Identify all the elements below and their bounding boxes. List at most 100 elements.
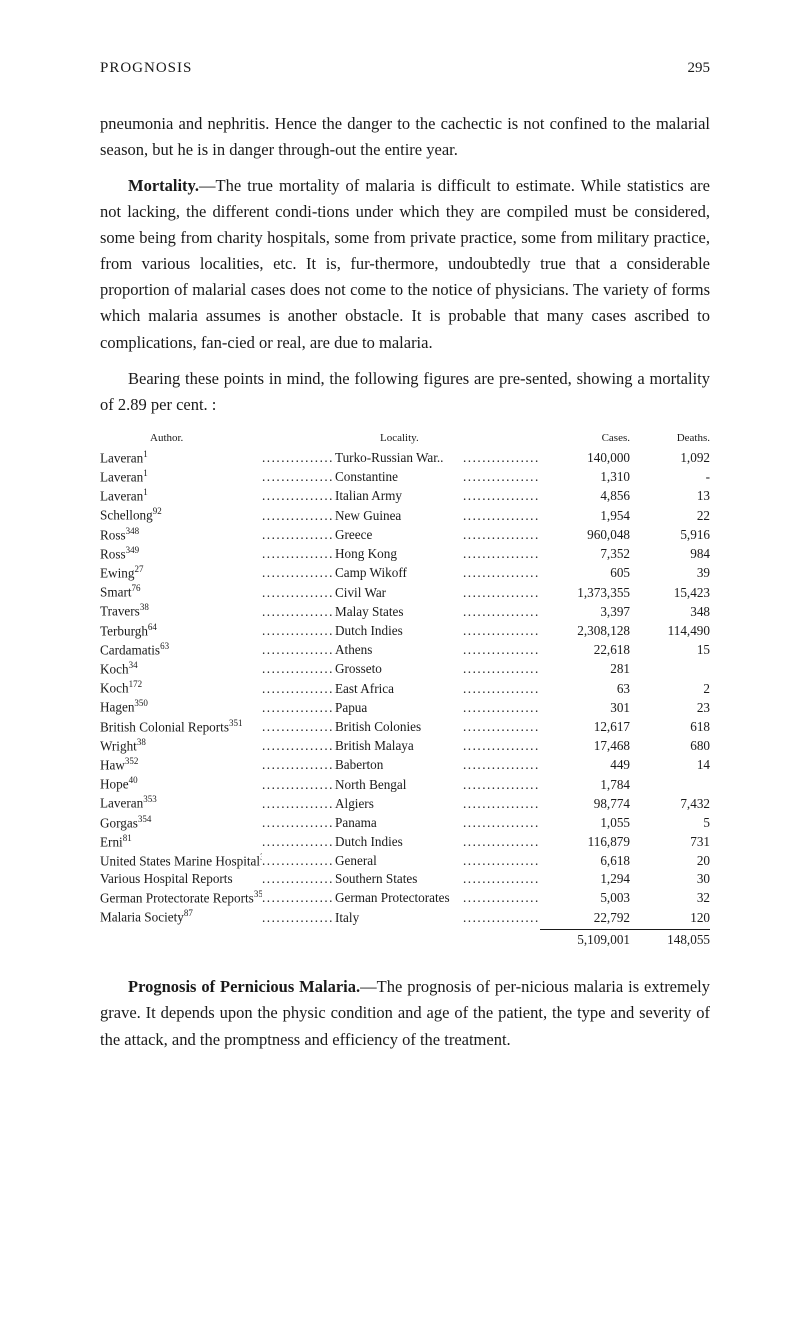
leader-dots: ..............................: [463, 756, 540, 774]
leader-dots: ..............................: [463, 833, 540, 851]
table-row: Ross349..............................Hon…: [100, 544, 710, 563]
cell-locality: Athens: [335, 641, 463, 659]
cell-deaths: 23: [630, 699, 710, 717]
leader-dots: ..............................: [463, 449, 540, 467]
cell-deaths: 984: [630, 545, 710, 563]
cell-cases: 1,294: [540, 870, 630, 888]
table-row: Travers38..............................M…: [100, 601, 710, 620]
table-row: Cardamatis63............................…: [100, 640, 710, 659]
cell-deaths: 22: [630, 507, 710, 525]
leader-dots: ..............................: [262, 680, 335, 698]
cell-locality: Greece: [335, 526, 463, 544]
cell-locality: Dutch Indies: [335, 622, 463, 640]
leader-dots: ..............................: [262, 756, 335, 774]
leader-dots: ..............................: [262, 814, 335, 832]
cell-author: Ross348: [100, 525, 262, 544]
superscript-ref: 353: [143, 794, 157, 804]
mortality-heading: Mortality.: [128, 176, 199, 195]
paragraph-2-body: —The true mortality of malaria is diffic…: [100, 176, 710, 351]
table-row: Smart76..............................Civ…: [100, 582, 710, 601]
leader-dots: ..............................: [463, 545, 540, 563]
superscript-ref: 63: [160, 641, 169, 651]
leader-dots: ..............................: [463, 584, 540, 602]
superscript-ref: 40: [129, 775, 138, 785]
superscript-ref: 356: [254, 889, 262, 899]
superscript-ref: 38: [140, 602, 149, 612]
leader-dots: ..............................: [463, 852, 540, 870]
cell-cases: 1,784: [540, 776, 630, 794]
cell-deaths: 348: [630, 603, 710, 621]
cell-author: Smart76: [100, 582, 262, 601]
cell-locality: Hong Kong: [335, 545, 463, 563]
cell-deaths: 120: [630, 909, 710, 927]
table-row: Haw352..............................Babe…: [100, 755, 710, 774]
cell-author: Schellong92: [100, 505, 262, 524]
cell-deaths: 14: [630, 756, 710, 774]
cell-locality: East Africa: [335, 680, 463, 698]
leader-dots: ..............................: [463, 526, 540, 544]
th-locality: Locality.: [335, 432, 540, 444]
leader-dots: ..............................: [262, 889, 335, 907]
cell-author: Hagen350: [100, 697, 262, 716]
cell-cases: 1,954: [540, 507, 630, 525]
cell-author: Erni81: [100, 832, 262, 851]
cell-author: Wright38: [100, 736, 262, 755]
cell-locality: British Colonies: [335, 718, 463, 736]
cell-locality: British Malaya: [335, 737, 463, 755]
cell-cases: 1,055: [540, 814, 630, 832]
cell-deaths: 30: [630, 870, 710, 888]
leader-dots: ..............................: [463, 468, 540, 486]
leader-dots: ..............................: [262, 852, 335, 870]
cell-deaths: 114,490: [630, 622, 710, 640]
cell-deaths: 680: [630, 737, 710, 755]
superscript-ref: 172: [129, 679, 143, 689]
cell-cases: 1,310: [540, 468, 630, 486]
leader-dots: ..............................: [463, 718, 540, 736]
total-deaths: 148,055: [630, 929, 710, 948]
leader-dots: ..............................: [262, 737, 335, 755]
table-header-row: Author. Locality. Cases. Deaths.: [100, 432, 710, 444]
cell-cases: 140,000: [540, 449, 630, 467]
table-row: Laveran1..............................Tu…: [100, 448, 710, 467]
table-row: Schellong92.............................…: [100, 505, 710, 524]
leader-dots: ..............................: [262, 833, 335, 851]
table-row: United States Marine Hospital355........…: [100, 851, 710, 870]
cell-deaths: 15: [630, 641, 710, 659]
leader-dots: ..............................: [463, 680, 540, 698]
table-row: Koch172..............................Eas…: [100, 678, 710, 697]
leader-dots: ..............................: [262, 795, 335, 813]
cell-deaths: 32: [630, 889, 710, 907]
section-title: PROGNOSIS: [100, 60, 192, 77]
leader-dots: ..............................: [463, 507, 540, 525]
paragraph-4: Prognosis of Pernicious Malaria.—The pro…: [100, 974, 710, 1052]
cell-author: Koch172: [100, 678, 262, 697]
superscript-ref: 348: [126, 526, 140, 536]
cell-cases: 6,618: [540, 852, 630, 870]
cell-locality: General: [335, 852, 463, 870]
th-cases: Cases.: [540, 432, 630, 444]
cell-deaths: 13: [630, 487, 710, 505]
cell-locality: Constantine: [335, 468, 463, 486]
cell-deaths: 5,916: [630, 526, 710, 544]
leader-dots: ..............................: [463, 889, 540, 907]
cell-cases: 960,048: [540, 526, 630, 544]
leader-dots: ..............................: [262, 699, 335, 717]
superscript-ref: 76: [132, 583, 141, 593]
cell-cases: 1,373,355: [540, 584, 630, 602]
cell-author: Malaria Society87: [100, 907, 262, 926]
leader-dots: ..............................: [262, 526, 335, 544]
cell-locality: Italian Army: [335, 487, 463, 505]
cell-cases: 98,774: [540, 795, 630, 813]
cell-cases: 22,792: [540, 909, 630, 927]
superscript-ref: 64: [148, 622, 157, 632]
cell-author: Laveran353: [100, 793, 262, 812]
leader-dots: ..............................: [262, 603, 335, 621]
paragraph-3: Bearing these points in mind, the follow…: [100, 366, 710, 418]
cell-cases: 17,468: [540, 737, 630, 755]
cell-author: Laveran1: [100, 467, 262, 486]
leader-dots: ..............................: [262, 584, 335, 602]
leader-dots: ..............................: [262, 870, 335, 888]
paragraph-2: Mortality.—The true mortality of malaria…: [100, 173, 710, 355]
cell-locality: Southern States: [335, 870, 463, 888]
table-row: Wright38..............................Br…: [100, 736, 710, 755]
